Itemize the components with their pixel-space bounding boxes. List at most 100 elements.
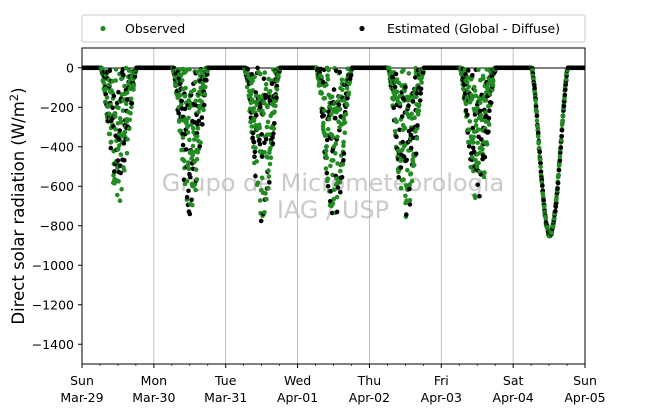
- estimated-point: [418, 86, 424, 92]
- observed-point: [408, 171, 414, 176]
- estimated-point: [562, 92, 568, 98]
- estimated-point: [422, 65, 427, 71]
- estimated-point: [558, 145, 564, 150]
- observed-point: [472, 88, 478, 93]
- observed-point: [193, 187, 198, 193]
- estimated-point: [110, 105, 115, 111]
- observed-point: [124, 90, 130, 95]
- estimated-point: [559, 128, 565, 133]
- estimated-point: [253, 112, 259, 118]
- observed-point: [394, 119, 399, 125]
- observed-point: [180, 135, 186, 140]
- estimated-point: [555, 180, 561, 186]
- observed-point: [402, 125, 408, 131]
- estimated-point: [408, 132, 414, 138]
- estimated-point: [183, 147, 189, 152]
- observed-point: [409, 178, 415, 184]
- x-tick-day: Sun: [573, 373, 597, 388]
- observed-point: [177, 93, 183, 98]
- y-axis-label-main: Direct solar radiation (W/m: [9, 101, 28, 324]
- observed-point: [534, 109, 539, 115]
- observed-point: [125, 137, 130, 142]
- observed-point: [193, 98, 199, 104]
- x-tick-date: Mar-30: [132, 390, 175, 405]
- estimated-point: [129, 101, 135, 106]
- observed-point: [533, 98, 538, 103]
- observed-point: [257, 198, 263, 203]
- observed-point: [104, 95, 110, 100]
- observed-point: [534, 118, 540, 124]
- observed-point: [552, 216, 557, 221]
- estimated-point: [486, 115, 492, 121]
- estimated-point: [252, 154, 257, 159]
- y-tick-label: −200: [40, 100, 74, 115]
- observed-point: [411, 162, 417, 168]
- observed-point: [265, 185, 271, 191]
- observed-point: [473, 157, 478, 163]
- estimated-point: [475, 182, 481, 187]
- observed-point: [536, 134, 541, 139]
- observed-point: [470, 155, 475, 160]
- observed-point: [344, 85, 350, 91]
- estimated-point: [394, 134, 399, 140]
- estimated-point: [200, 122, 205, 127]
- estimated-point: [390, 75, 396, 80]
- estimated-point: [259, 132, 265, 137]
- y-tick-label: −600: [40, 179, 74, 194]
- estimated-point: [559, 134, 564, 139]
- estimated-point: [271, 131, 276, 136]
- estimated-point: [251, 139, 257, 145]
- observed-point: [327, 104, 332, 109]
- observed-point: [184, 179, 190, 184]
- observed-point: [117, 198, 123, 203]
- observed-point: [263, 86, 269, 92]
- observed-point: [194, 177, 200, 182]
- estimated-point: [333, 115, 338, 121]
- observed-point: [198, 140, 203, 145]
- estimated-point: [487, 108, 492, 113]
- observed-point: [337, 180, 343, 185]
- estimated-point: [404, 212, 409, 217]
- estimated-point: [206, 65, 211, 71]
- x-tick-date: Apr-02: [349, 390, 390, 405]
- observed-point: [558, 137, 564, 143]
- estimated-point: [335, 185, 341, 190]
- observed-point: [487, 91, 493, 96]
- estimated-point: [341, 157, 346, 163]
- estimated-point: [409, 127, 415, 132]
- observed-point: [472, 195, 478, 201]
- observed-point: [124, 150, 130, 156]
- estimated-point: [261, 76, 267, 81]
- estimated-point: [195, 122, 200, 128]
- observed-point: [394, 77, 400, 82]
- observed-point: [122, 167, 127, 173]
- observed-point: [419, 80, 424, 85]
- observed-point: [463, 101, 469, 107]
- estimated-point: [112, 169, 117, 174]
- observed-point: [190, 202, 195, 208]
- observed-point: [258, 71, 263, 77]
- observed-point: [405, 167, 410, 173]
- observed-point: [330, 135, 336, 140]
- observed-point: [113, 78, 118, 83]
- observed-point: [331, 158, 336, 163]
- estimated-point: [134, 65, 140, 71]
- estimated-point: [415, 123, 420, 128]
- x-tick-day: Tue: [214, 373, 237, 388]
- estimated-point: [111, 93, 117, 99]
- observed-point: [476, 67, 481, 72]
- observed-point: [254, 159, 259, 164]
- observed-point: [556, 173, 561, 178]
- estimated-point: [258, 218, 264, 224]
- estimated-point: [554, 201, 559, 206]
- estimated-point: [561, 103, 567, 109]
- estimated-point: [253, 90, 259, 95]
- x-tick-day: Fri: [434, 373, 449, 388]
- observed-point: [341, 139, 346, 145]
- observed-point: [486, 122, 492, 127]
- observed-point: [401, 68, 406, 73]
- estimated-point: [257, 137, 262, 143]
- observed-point: [415, 112, 421, 117]
- estimated-point: [407, 202, 413, 207]
